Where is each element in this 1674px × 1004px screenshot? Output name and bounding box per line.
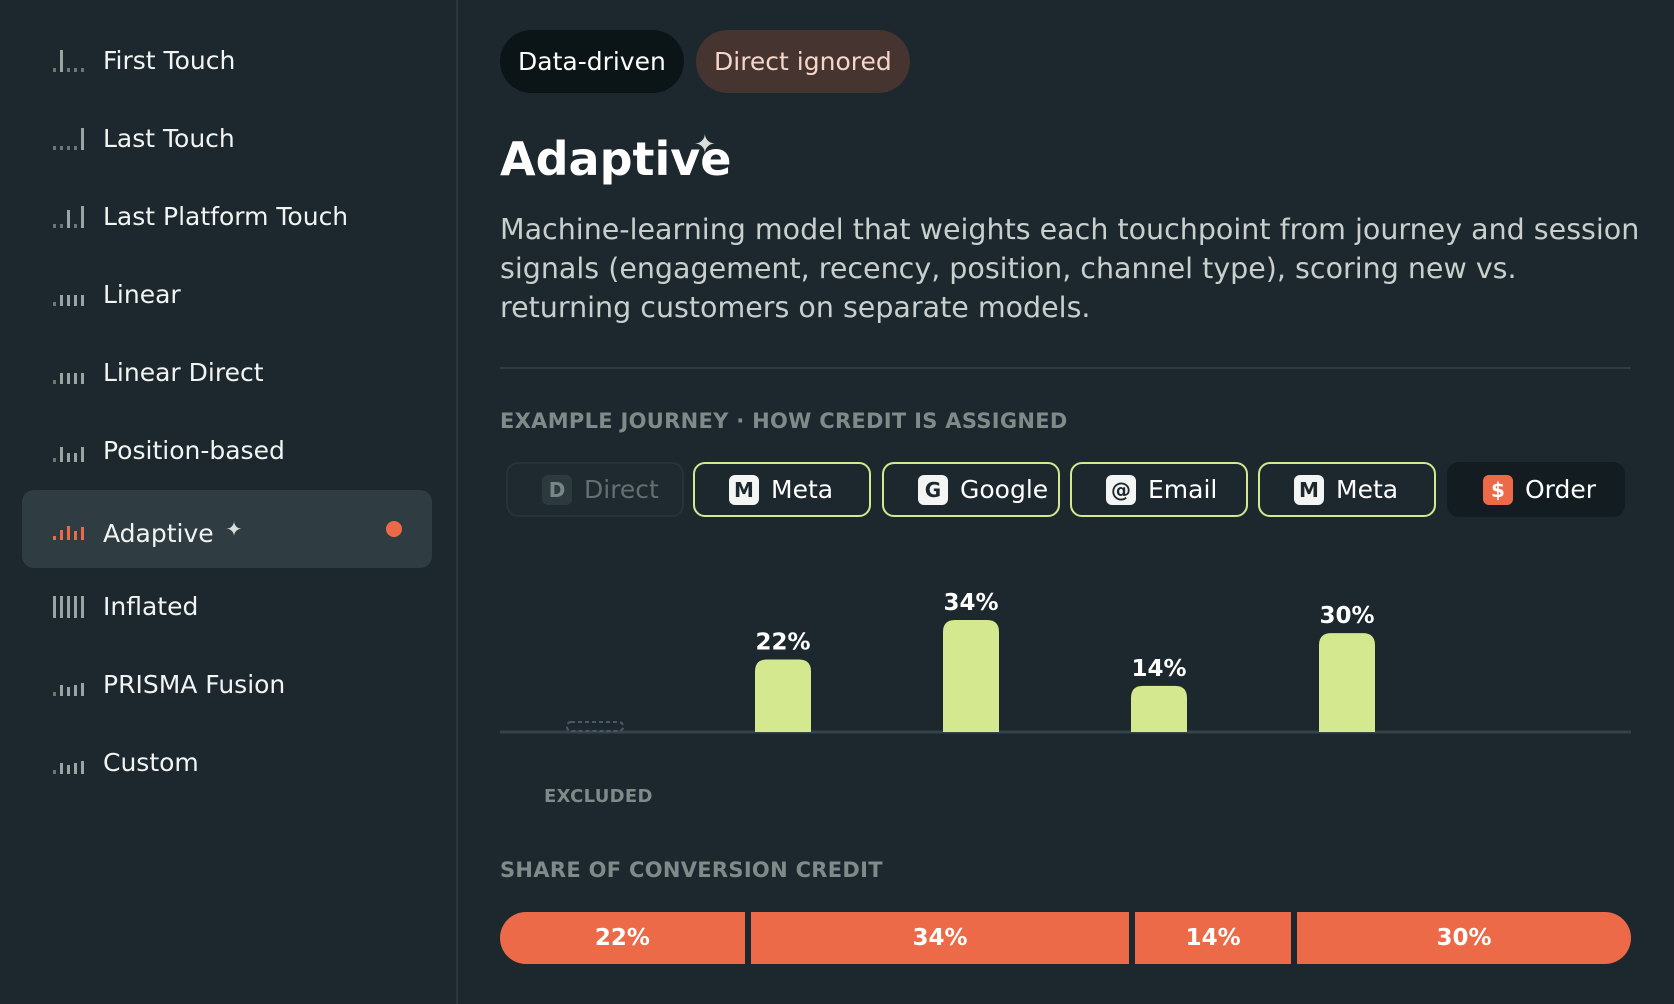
sidebar-item-label: Position-based (103, 436, 285, 465)
position-based-bars-icon (53, 447, 84, 462)
sidebar-item-label: Custom (103, 748, 199, 777)
touchpoint-label: Direct (584, 475, 659, 504)
inflated-bars-icon (53, 596, 84, 618)
sidebar-item-first-touch[interactable]: First Touch (22, 22, 432, 100)
sidebar-item-position-based[interactable]: Position-based (22, 412, 432, 490)
chart-bar (1131, 685, 1187, 732)
google-icon: G (918, 474, 948, 505)
first-touch-bars-icon (53, 50, 84, 72)
model-detail: Data-driven Direct ignored Adaptive ✦ Ma… (460, 0, 1674, 1004)
touchpoint-label: Order (1525, 475, 1597, 504)
touchpoint-label: Email (1148, 475, 1218, 504)
prisma-fusion-bars-icon (53, 683, 84, 696)
chart-bar (755, 659, 811, 732)
tag-data-driven: Data-driven (500, 30, 684, 93)
sidebar-item-label: Linear (103, 280, 181, 309)
sidebar-item-custom[interactable]: Custom (22, 724, 432, 802)
adaptive-bars-icon (53, 526, 84, 540)
sidebar-item-last-platform-touch[interactable]: Last Platform Touch (22, 178, 432, 256)
sidebar-item-inflated[interactable]: Inflated (22, 568, 432, 646)
share-segment-email: 14% (1129, 912, 1292, 964)
divider (500, 367, 1631, 369)
model-sidebar: First Touch Last Touch Last Platform Tou… (0, 0, 458, 1004)
last-platform-touch-bars-icon (53, 206, 84, 228)
credit-chart-svg: 22% 34% 14% 30% (500, 590, 1631, 734)
touchpoint-label: Meta (771, 475, 834, 504)
sidebar-item-linear[interactable]: Linear (22, 256, 432, 334)
sparkle-icon: ✦ (225, 517, 243, 541)
sidebar-item-label-wrap: Adaptive ✦ (103, 490, 242, 568)
share-of-credit-bar: 22% 34% 14% 30% (500, 912, 1631, 964)
touchpoint-label: Google (960, 475, 1049, 504)
email-icon: @ (1106, 474, 1136, 505)
sidebar-item-label: Adaptive (103, 519, 214, 548)
credit-bar-chart: 22% 34% 14% 30% (500, 580, 1631, 750)
sidebar-item-last-touch[interactable]: Last Touch (22, 100, 432, 178)
sidebar-item-label: Last Platform Touch (103, 202, 349, 231)
touchpoint-direct: D Direct (506, 462, 684, 517)
touchpoint-meta: M Meta (693, 462, 871, 517)
direct-icon: D (542, 474, 572, 505)
chart-data-label: 34% (943, 590, 998, 616)
dollar-icon: $ (1483, 474, 1513, 505)
sidebar-item-label: Inflated (103, 592, 199, 621)
meta-icon: M (729, 474, 759, 505)
sidebar-item-adaptive[interactable]: Adaptive ✦ (22, 490, 432, 568)
sidebar-item-label: First Touch (103, 46, 236, 75)
chart-bar-excluded (566, 721, 624, 732)
chart-bar (1319, 633, 1375, 732)
meta-icon: M (1294, 474, 1324, 505)
share-segment-google: 34% (744, 912, 1130, 964)
chart-data-label: 14% (1131, 656, 1186, 682)
share-segment-meta-2: 30% (1291, 912, 1631, 964)
sidebar-item-linear-direct[interactable]: Linear Direct (22, 334, 432, 412)
tag-direct-ignored: Direct ignored (696, 30, 910, 93)
custom-bars-icon (53, 761, 84, 774)
last-touch-bars-icon (53, 128, 84, 150)
sidebar-item-label: PRISMA Fusion (103, 670, 286, 699)
linear-direct-bars-icon (53, 373, 84, 384)
touchpoint-email: @ Email (1070, 462, 1248, 517)
chart-bar (943, 620, 999, 732)
page-title: Adaptive (500, 132, 732, 186)
sidebar-item-label: Last Touch (103, 124, 235, 153)
journey-section-label: EXAMPLE JOURNEY · HOW CREDIT IS ASSIGNED (500, 409, 1068, 433)
sidebar-item-prisma-fusion[interactable]: PRISMA Fusion (22, 646, 432, 724)
chart-data-label: 22% (755, 630, 810, 656)
sparkle-icon: ✦ (694, 130, 716, 160)
model-description: Machine-learning model that weights each… (500, 213, 1640, 324)
touchpoint-google: G Google (882, 462, 1060, 517)
sidebar-item-label: Linear Direct (103, 358, 264, 387)
share-segment-meta: 22% (500, 912, 745, 964)
chart-data-label: 30% (1319, 603, 1374, 629)
touchpoint-meta: M Meta (1258, 462, 1436, 517)
excluded-label: EXCLUDED (544, 786, 653, 807)
linear-bars-icon (53, 295, 84, 306)
touchpoint-label: Meta (1336, 475, 1399, 504)
touchpoint-order: $ Order (1447, 462, 1625, 517)
share-section-label: SHARE OF CONVERSION CREDIT (500, 858, 883, 882)
active-indicator-dot (386, 521, 402, 537)
